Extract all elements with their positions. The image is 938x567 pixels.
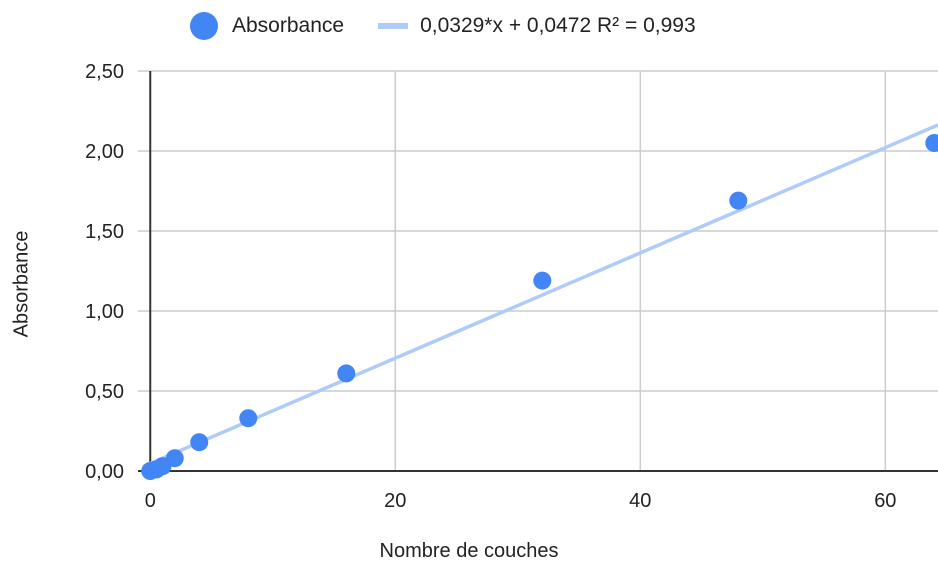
legend-item-trendline[interactable]: 0,0329*x + 0,0472 R² = 0,993 xyxy=(344,14,696,38)
data-point xyxy=(190,433,209,452)
y-tick-label: 0,50 xyxy=(85,381,124,403)
legend-marker-dot-icon xyxy=(190,12,218,40)
legend-label-trendline: 0,0329*x + 0,0472 R² = 0,993 xyxy=(420,14,696,37)
x-tick-label: 60 xyxy=(874,490,896,512)
x-tick-label: 0 xyxy=(145,490,156,512)
legend-item-absorbance[interactable]: Absorbance xyxy=(190,12,344,40)
y-axis-title: Absorbance xyxy=(10,230,33,338)
data-point xyxy=(533,271,552,290)
y-tick-label: 2,50 xyxy=(85,61,124,83)
y-tick-label: 1,00 xyxy=(85,301,124,323)
data-point xyxy=(337,364,356,383)
legend: Absorbance 0,0329*x + 0,0472 R² = 0,993 xyxy=(190,8,696,44)
data-point xyxy=(165,449,184,468)
y-tick-label: 1,50 xyxy=(85,221,124,243)
y-tick-label: 2,00 xyxy=(85,141,124,163)
x-tick-label: 40 xyxy=(629,490,651,512)
legend-label-absorbance: Absorbance xyxy=(232,14,345,37)
data-point xyxy=(925,134,938,152)
trendline xyxy=(149,123,938,466)
x-tick-label: 20 xyxy=(384,490,406,512)
legend-marker-line-icon xyxy=(378,23,409,29)
y-tick-label: 0,00 xyxy=(85,461,124,483)
data-point xyxy=(729,191,748,210)
x-axis-title: Nombre de couches xyxy=(379,540,559,562)
data-point xyxy=(239,409,258,428)
